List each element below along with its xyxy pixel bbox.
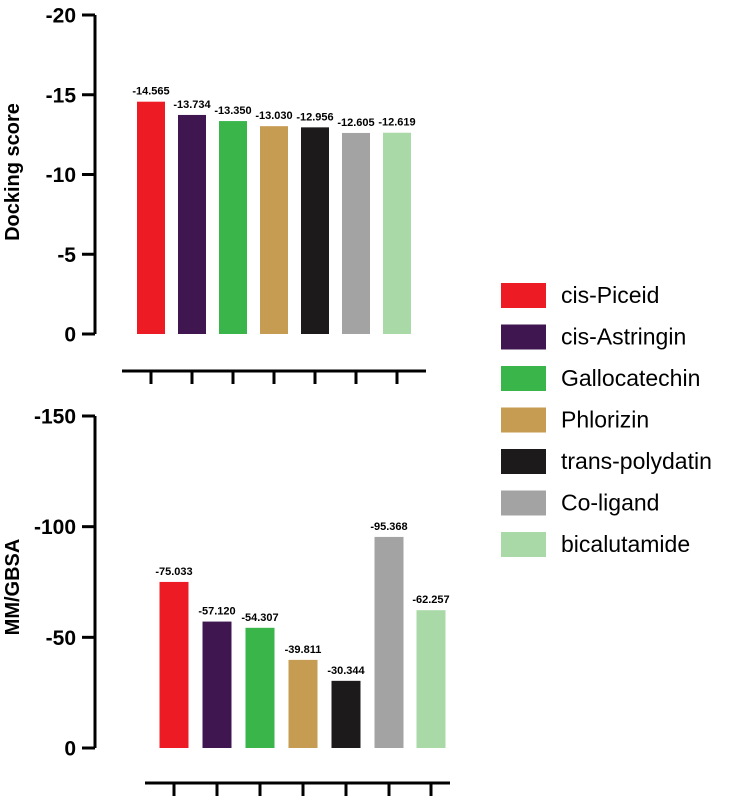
bar-mmgbsa-2 [202, 621, 232, 748]
data-label: -12.956 [296, 111, 333, 123]
legend-label: cis-Astringin [561, 324, 686, 350]
y-axis-title: MM/GBSA [2, 539, 24, 636]
legend-label: trans-polydatin [561, 448, 712, 474]
data-label: -39.811 [285, 644, 322, 656]
legend-swatch [501, 449, 546, 474]
data-label: -12.605 [337, 117, 374, 129]
data-label: -30.344 [327, 665, 365, 677]
data-label: -13.350 [214, 105, 251, 117]
y-tick-label: -50 [46, 627, 76, 650]
data-label: -75.033 [155, 566, 192, 578]
legend-label: Phlorizin [561, 407, 649, 433]
bar-docking-3 [219, 121, 247, 334]
data-label: -54.307 [241, 612, 278, 624]
bar-mmgbsa-4 [288, 659, 318, 748]
legend-label: Gallocatechin [561, 365, 700, 391]
y-axis-title: Docking score [2, 103, 24, 241]
legend-swatch [501, 283, 546, 308]
data-label: -57.120 [198, 606, 235, 618]
legend-swatch [501, 366, 546, 391]
bar-mmgbsa-3 [245, 627, 275, 748]
data-label: -13.030 [255, 110, 292, 122]
y-tick-label: 0 [64, 738, 76, 761]
data-label: -62.257 [412, 594, 449, 606]
mmgbsa-chart: MM/GBSA 0 -50 -100 -150 -75.033 -57.120 -54.30… [2, 406, 450, 796]
docking-score-chart: Docking score 0 -5 -10 -15 -20 -14.565 -13.734… [2, 5, 426, 384]
y-tick-label: -5 [57, 244, 76, 267]
data-label: -13.734 [173, 99, 211, 111]
y-tick-label: -15 [46, 84, 77, 107]
bar-docking-4 [260, 126, 288, 334]
legend-label: Co-ligand [561, 490, 659, 516]
y-tick-label: 0 [64, 324, 76, 347]
legend-swatch [501, 490, 546, 516]
legend-swatch [501, 324, 546, 350]
data-label: -95.368 [370, 521, 407, 533]
bar-docking-7 [383, 132, 411, 334]
bar-mmgbsa-7 [416, 610, 446, 748]
legend-swatch [501, 532, 546, 557]
y-tick-label: -20 [46, 5, 76, 28]
y-tick-label: -10 [46, 164, 76, 187]
data-label: -12.619 [378, 117, 415, 129]
legend: cis-Piceid cis-Astringin Gallocatechin Phlo… [501, 282, 712, 557]
bar-docking-6 [342, 132, 370, 334]
legend-label: bicalutamide [561, 531, 690, 557]
bar-mmgbsa-5 [331, 680, 361, 748]
bar-mmgbsa-1 [159, 581, 189, 748]
y-tick-label: -150 [34, 406, 76, 429]
bar-docking-1 [137, 101, 165, 334]
y-tick-label: -100 [34, 516, 76, 539]
bar-mmgbsa-6 [374, 536, 404, 748]
bar-docking-2 [178, 114, 206, 334]
legend-label: cis-Piceid [561, 282, 659, 308]
bar-docking-5 [301, 127, 329, 334]
legend-swatch [501, 407, 546, 433]
data-label: -14.565 [132, 86, 169, 98]
